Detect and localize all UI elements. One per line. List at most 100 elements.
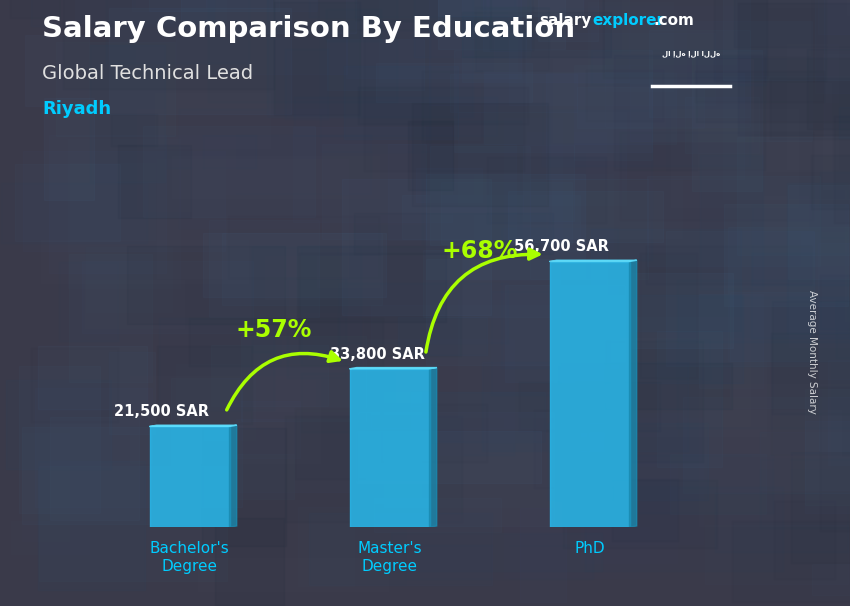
Bar (558, 363, 732, 409)
Bar (808, 48, 850, 130)
Bar (752, 205, 850, 285)
Bar (772, 333, 850, 455)
Bar (468, 478, 581, 553)
Bar (723, 204, 847, 306)
Bar (306, 415, 426, 448)
Bar (671, 454, 766, 514)
Bar (834, 116, 850, 223)
Bar (303, 0, 392, 56)
Bar (25, 35, 89, 105)
Bar (630, 21, 813, 141)
Bar (592, 455, 773, 513)
Bar (379, 0, 517, 82)
Bar (563, 181, 729, 268)
Bar (252, 247, 338, 351)
Bar (820, 387, 850, 531)
Text: لا إله إلا الله: لا إله إلا الله (661, 50, 720, 58)
Bar (591, 50, 766, 85)
Polygon shape (230, 425, 236, 527)
Bar (309, 513, 492, 585)
Bar (818, 243, 850, 379)
Bar (490, 0, 533, 50)
Bar (672, 109, 798, 207)
Bar (678, 297, 850, 342)
Bar (237, 454, 294, 499)
Bar (110, 113, 157, 147)
Bar (646, 246, 811, 284)
Bar (773, 349, 850, 497)
Bar (611, 338, 750, 426)
Bar (632, 273, 733, 348)
Bar (229, 401, 300, 458)
Bar (251, 364, 438, 410)
Bar (222, 233, 382, 305)
Bar (509, 33, 715, 105)
Bar (764, 196, 807, 239)
Bar (426, 259, 560, 365)
Bar (176, 364, 255, 440)
Bar (364, 21, 524, 171)
Bar (39, 466, 227, 581)
Bar (734, 0, 850, 47)
Bar (374, 498, 501, 532)
Bar (552, 179, 682, 238)
Bar (69, 255, 152, 382)
Bar (390, 58, 564, 96)
Bar (683, 398, 850, 493)
Bar (241, 336, 366, 421)
Bar (525, 164, 607, 222)
Bar (768, 0, 850, 7)
Bar (179, 109, 329, 228)
Bar (181, 0, 356, 33)
Bar (318, 256, 379, 287)
Bar (136, 0, 215, 78)
Bar (309, 0, 515, 17)
Bar (343, 65, 458, 139)
Bar (317, 362, 469, 442)
Bar (302, 373, 394, 432)
Bar (294, 97, 496, 136)
Bar (778, 279, 850, 387)
Bar (416, 168, 482, 202)
Bar (166, 135, 256, 168)
Bar (591, 6, 740, 73)
Bar (549, 262, 630, 527)
Bar (49, 135, 167, 273)
Bar (738, 50, 850, 118)
Text: 21,500 SAR: 21,500 SAR (114, 404, 208, 419)
Bar (429, 0, 526, 105)
Bar (198, 558, 388, 591)
Bar (751, 253, 850, 338)
Bar (577, 87, 705, 128)
Polygon shape (630, 260, 637, 527)
Bar (76, 0, 226, 23)
Bar (604, 0, 751, 127)
Bar (235, 419, 357, 492)
Bar (546, 180, 681, 238)
Bar (575, 64, 653, 161)
Bar (382, 404, 487, 462)
Bar (538, 0, 598, 41)
Bar (620, 132, 813, 219)
Bar (301, 245, 361, 365)
Bar (172, 378, 241, 507)
Bar (606, 0, 736, 64)
Bar (322, 144, 426, 239)
Bar (38, 345, 147, 409)
Bar (287, 278, 346, 378)
Bar (298, 507, 354, 586)
Bar (699, 384, 850, 525)
Bar (206, 0, 273, 8)
Bar (547, 73, 744, 179)
Bar (64, 0, 275, 90)
Bar (541, 73, 751, 166)
Bar (215, 518, 284, 605)
Bar (836, 300, 850, 358)
Text: +68%: +68% (441, 239, 518, 263)
Bar (366, 339, 513, 455)
Bar (346, 0, 521, 78)
Bar (285, 416, 462, 522)
Bar (839, 107, 850, 138)
Bar (824, 0, 850, 136)
Bar (150, 427, 230, 527)
